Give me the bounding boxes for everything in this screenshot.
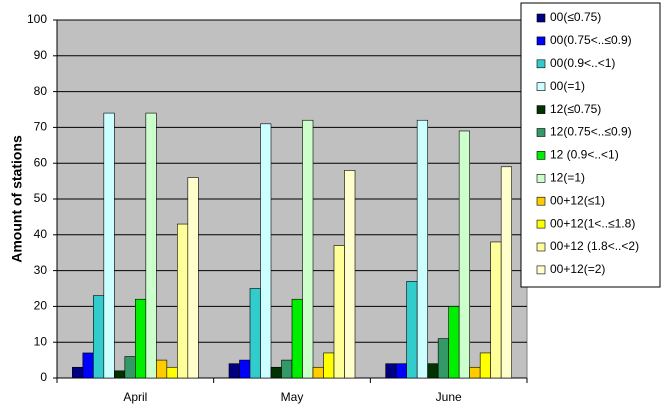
legend-swatch [536,196,546,206]
y-tick-label: 20 [34,299,48,313]
legend-swatch [536,242,546,252]
legend-swatch [536,59,546,69]
legend-swatch [536,128,546,137]
bar [406,281,418,379]
bar [302,119,314,379]
y-tick-label: 10 [34,334,48,348]
bar [93,295,105,379]
bar [177,223,189,379]
legend-swatch [536,265,546,275]
legend-swatch [536,105,546,114]
bar [333,245,345,379]
bar [228,363,240,379]
bar [103,112,115,379]
y-tick-label: 60 [34,155,48,169]
bar [291,298,303,379]
bar [479,352,491,379]
legend-swatch [536,174,546,183]
legend-label: 00+12(=2) [550,262,605,276]
legend-swatch [536,219,546,229]
bar [187,177,199,379]
bar [437,338,449,379]
bar [323,352,335,379]
y-tick-label: 40 [34,227,48,241]
bar [145,112,157,379]
legend-label: 00(≤0.75) [550,10,601,24]
y-tick-label: 70 [34,120,48,134]
y-axis-label: Amount of stations [9,135,25,263]
legend-label: 12 (0.9<..<1) [550,148,619,162]
bar [239,359,251,379]
legend-label: 00+12(1<..≤1.8) [550,216,635,230]
legend-swatch [536,13,546,23]
bar [260,123,272,379]
legend-label: 00(0.9<..<1) [550,56,615,70]
y-tick-label: 100 [27,12,47,26]
legend-swatch [536,82,546,91]
legend-label: 00(=1) [550,79,585,93]
bar [270,366,282,379]
y-tick-label: 90 [34,48,48,62]
bar [312,366,324,379]
bar [281,359,293,379]
bar [395,363,407,379]
bar [166,366,178,379]
x-tick-label: June [436,390,462,404]
x-tick-label: May [281,390,304,404]
bar [469,366,481,379]
legend-swatch [536,36,546,46]
y-tick-label: 30 [34,263,48,277]
legend-label: 12(≤0.75) [550,102,601,116]
bar [72,366,84,379]
bar [427,363,439,379]
bar [114,370,126,379]
bar [344,170,356,379]
bar [124,356,136,379]
y-tick-label: 50 [34,191,48,205]
bar [448,306,460,379]
bar [416,119,428,379]
bar [82,352,94,379]
legend-label: 00(0.75<..≤0.9) [550,33,632,47]
bar [458,130,470,379]
bar [249,288,261,379]
bar [490,241,502,379]
y-tick-label: 80 [34,84,48,98]
legend-label: 12(0.75<..≤0.9) [550,125,632,139]
legend-swatch [536,151,546,160]
x-tick-label: April [123,390,147,404]
bar [135,298,147,379]
legend-label: 00+12(≤1) [550,193,605,207]
y-tick-label: 0 [40,370,47,384]
bar [156,359,168,379]
bar [385,363,397,379]
legend-box [520,2,661,288]
bar [500,166,512,379]
legend-label: 00+12 (1.8<..<2) [550,239,639,253]
legend-label: 12(=1) [550,170,585,184]
